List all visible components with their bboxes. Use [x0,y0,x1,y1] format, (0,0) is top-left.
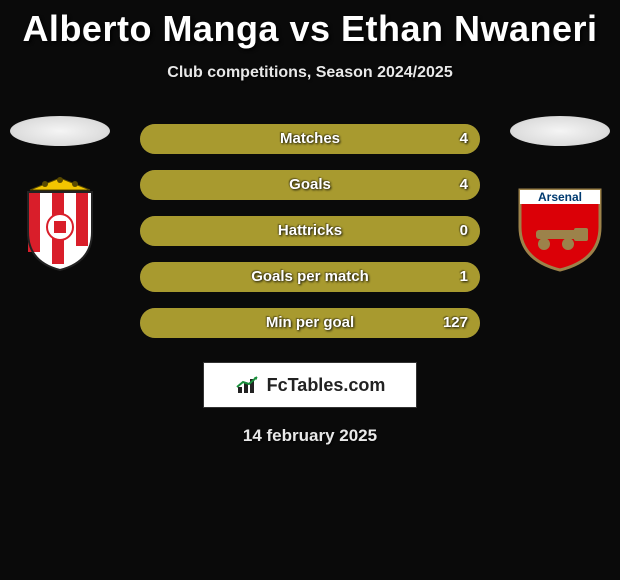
club-crest-left [10,172,110,272]
bar-label: Matches [140,124,480,154]
bar-value-right: 4 [460,124,468,154]
stat-bar: Goals4 [140,170,480,200]
bar-label: Goals [140,170,480,200]
date-text: 14 february 2025 [0,426,620,446]
page-title: Alberto Manga vs Ethan Nwaneri [0,0,620,50]
club-crest-right: Arsenal [510,172,610,272]
bar-value-right: 1 [460,262,468,292]
stat-bar: Goals per match1 [140,262,480,292]
bar-label: Min per goal [140,308,480,338]
subtitle: Club competitions, Season 2024/2025 [0,64,620,82]
brand-logo: FcTables.com [203,362,417,408]
player-photo-left [10,116,110,146]
stat-bar: Hattricks0 [140,216,480,246]
bar-value-right: 4 [460,170,468,200]
chart-icon [235,375,261,395]
stat-bar: Matches4 [140,124,480,154]
stat-bars: Matches4Goals4Hattricks0Goals per match1… [140,124,480,338]
player-photo-right [510,116,610,146]
bar-label: Goals per match [140,262,480,292]
crest-right-text: Arsenal [538,190,582,204]
bar-value-right: 0 [460,216,468,246]
bar-value-right: 127 [443,308,468,338]
brand-text: FcTables.com [267,375,386,396]
stat-bar: Min per goal127 [140,308,480,338]
comparison-panel: Arsenal Matches4Goals4Hattricks0Goals pe… [0,124,620,446]
bar-label: Hattricks [140,216,480,246]
